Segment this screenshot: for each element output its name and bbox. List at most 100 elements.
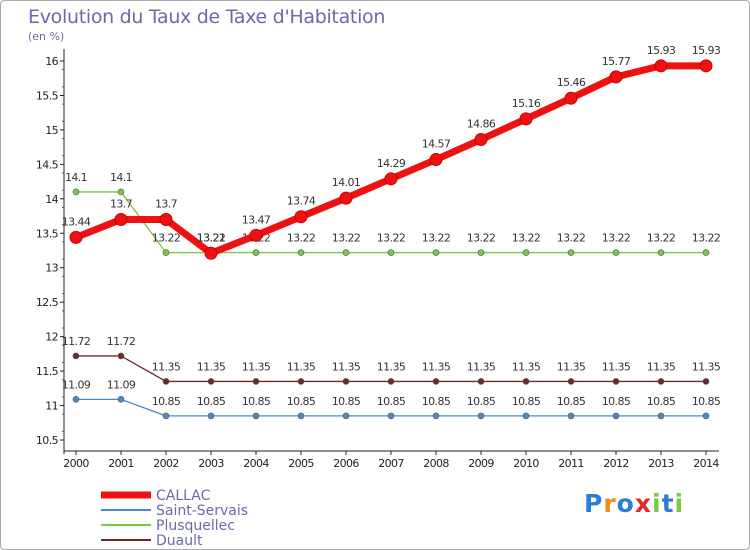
data-point-plusquellec xyxy=(342,249,350,256)
x-tick-label: 2007 xyxy=(378,457,404,470)
data-label-plusquellec: 13.22 xyxy=(377,232,406,245)
data-point-duault xyxy=(522,378,530,385)
data-label-callac: 13.47 xyxy=(242,213,271,226)
x-tick-label: 2011 xyxy=(558,457,584,470)
data-label-saint-servais: 10.85 xyxy=(242,395,271,408)
x-tick-label: 2010 xyxy=(513,457,539,470)
data-point-duault xyxy=(657,378,665,385)
data-label-saint-servais: 10.85 xyxy=(602,395,631,408)
data-point-saint-servais xyxy=(207,412,215,420)
data-point-callac xyxy=(654,59,668,73)
data-point-saint-servais xyxy=(612,412,620,420)
data-point-duault xyxy=(567,378,575,385)
logo-letter: t xyxy=(661,489,675,518)
data-label-saint-servais: 10.85 xyxy=(197,395,226,408)
data-label-plusquellec: 13.22 xyxy=(197,232,226,245)
data-point-callac xyxy=(474,133,488,147)
data-label-callac: 15.46 xyxy=(557,76,586,89)
data-label-callac: 15.77 xyxy=(602,55,631,68)
data-point-plusquellec xyxy=(432,249,440,256)
x-tick-label: 2008 xyxy=(423,457,449,470)
data-point-plusquellec xyxy=(522,249,530,256)
data-label-saint-servais: 10.85 xyxy=(152,395,181,408)
data-point-plusquellec xyxy=(72,188,80,196)
data-label-callac: 15.16 xyxy=(512,97,541,110)
data-label-callac: 13.44 xyxy=(62,215,91,228)
data-point-plusquellec xyxy=(477,249,485,256)
logo-letter: r xyxy=(603,489,617,518)
data-point-plusquellec xyxy=(702,249,710,256)
data-point-plusquellec xyxy=(387,249,395,256)
data-label-plusquellec: 13.22 xyxy=(647,232,676,245)
y-tick-label: 13 xyxy=(45,262,58,275)
data-label-duault: 11.35 xyxy=(467,360,496,373)
data-label-plusquellec: 13.22 xyxy=(332,232,361,245)
data-label-plusquellec: 13.22 xyxy=(557,232,586,245)
data-label-saint-servais: 10.85 xyxy=(422,395,451,408)
y-tick-label: 15 xyxy=(45,124,58,137)
data-label-callac: 13.74 xyxy=(287,195,316,208)
logo-letter: x xyxy=(634,489,652,518)
legend-label-plusquellec: Plusquellec xyxy=(156,518,235,534)
logo-letter: P xyxy=(584,489,604,518)
data-point-plusquellec xyxy=(162,249,170,256)
data-point-saint-servais xyxy=(657,412,665,420)
x-tick-label: 2004 xyxy=(243,457,269,470)
data-label-plusquellec: 13.22 xyxy=(692,232,721,245)
data-label-plusquellec: 13.22 xyxy=(602,232,631,245)
data-label-callac: 13.7 xyxy=(155,197,178,210)
data-point-callac xyxy=(699,59,713,73)
data-point-plusquellec xyxy=(657,249,665,256)
data-point-saint-servais xyxy=(567,412,575,420)
data-point-callac xyxy=(564,91,578,105)
data-point-saint-servais xyxy=(702,412,710,420)
data-label-saint-servais: 10.85 xyxy=(287,395,316,408)
data-label-duault: 11.35 xyxy=(377,360,406,373)
data-label-plusquellec: 13.22 xyxy=(287,232,316,245)
data-point-duault xyxy=(387,378,395,385)
data-point-callac xyxy=(294,210,308,224)
y-tick-label: 10.5 xyxy=(36,434,59,447)
data-point-callac xyxy=(159,212,173,226)
logo-letter: i xyxy=(674,489,685,518)
data-point-callac xyxy=(429,153,443,167)
y-tick-label: 15.5 xyxy=(36,89,59,102)
data-point-callac xyxy=(69,230,83,244)
data-label-duault: 11.35 xyxy=(152,360,181,373)
logo-letter: i xyxy=(652,489,662,518)
data-point-plusquellec xyxy=(612,249,620,256)
data-label-duault: 11.35 xyxy=(647,360,676,373)
data-label-duault: 11.35 xyxy=(512,360,541,373)
data-point-duault xyxy=(297,378,305,385)
data-label-callac: 13.21 xyxy=(197,231,226,244)
data-label-duault: 11.35 xyxy=(602,360,631,373)
data-point-callac xyxy=(204,246,218,260)
x-tick-label: 2003 xyxy=(198,457,224,470)
x-tick-label: 2001 xyxy=(108,457,134,470)
data-label-callac: 14.01 xyxy=(332,176,361,189)
data-point-saint-servais xyxy=(297,412,305,420)
data-label-plusquellec: 13.22 xyxy=(512,232,541,245)
data-point-saint-servais xyxy=(252,412,260,420)
chart-title: Evolution du Taux de Taxe d'Habitation xyxy=(28,6,386,28)
x-tick-label: 2005 xyxy=(288,457,314,470)
data-point-plusquellec xyxy=(117,188,125,196)
data-point-callac xyxy=(114,212,128,226)
data-point-duault xyxy=(432,378,440,385)
data-label-duault: 11.35 xyxy=(197,360,226,373)
data-label-callac: 14.29 xyxy=(377,157,406,170)
data-label-duault: 11.35 xyxy=(242,360,271,373)
data-label-plusquellec: 13.22 xyxy=(467,232,496,245)
data-point-plusquellec xyxy=(252,249,260,256)
data-label-callac: 15.93 xyxy=(647,44,676,57)
y-tick-label: 13.5 xyxy=(36,227,59,240)
legend-label-saint-servais: Saint-Servais xyxy=(156,503,248,519)
data-point-callac xyxy=(249,228,263,242)
data-point-callac xyxy=(339,191,353,205)
logo-letter: o xyxy=(616,489,635,518)
data-point-plusquellec xyxy=(297,249,305,256)
data-label-duault: 11.35 xyxy=(287,360,316,373)
data-label-duault: 11.35 xyxy=(422,360,451,373)
data-point-duault xyxy=(162,378,170,385)
